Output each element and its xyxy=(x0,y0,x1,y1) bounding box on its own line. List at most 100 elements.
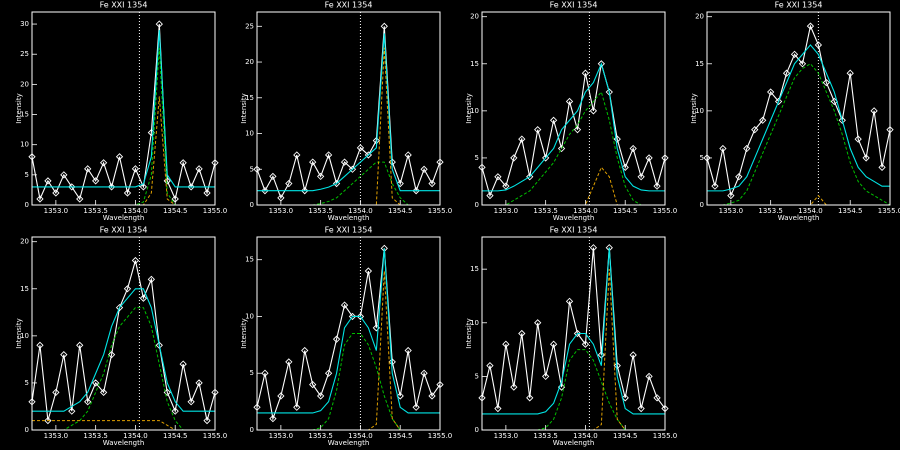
data-point xyxy=(645,154,653,162)
data-point xyxy=(404,346,412,355)
series-line xyxy=(31,260,216,421)
x-tick-label: 1354.0 xyxy=(123,432,148,440)
data-point xyxy=(285,179,293,188)
data-point xyxy=(878,163,886,171)
y-tick-label: 10 xyxy=(470,107,479,115)
x-tick-label: 1353.5 xyxy=(308,432,333,440)
data-point xyxy=(44,416,52,425)
data-point xyxy=(99,159,108,167)
data-point xyxy=(92,177,100,185)
data-point xyxy=(52,388,60,396)
series-line xyxy=(482,62,665,192)
data-point xyxy=(790,50,799,59)
data-point xyxy=(526,394,534,402)
x-tick-label: 1353.0 xyxy=(494,207,519,215)
x-tick-label: 1353.5 xyxy=(83,432,108,440)
x-tick-label: 1355.0 xyxy=(428,432,453,440)
x-axis-label: Wavelength xyxy=(553,214,595,222)
data-point xyxy=(542,154,550,162)
x-tick-label: 1355.0 xyxy=(878,207,900,215)
plot-frame xyxy=(31,236,216,431)
data-point xyxy=(123,189,132,197)
data-point xyxy=(854,135,862,143)
x-tick-label: 1354.5 xyxy=(163,432,188,440)
y-tick-label: 25 xyxy=(245,22,254,30)
chart-title: Fe XXI 1354 xyxy=(550,1,598,10)
data-point xyxy=(629,351,637,359)
data-point xyxy=(179,360,187,368)
data-point xyxy=(589,107,598,115)
x-tick-label: 1354.5 xyxy=(163,207,188,215)
data-point xyxy=(589,244,598,252)
data-point xyxy=(285,358,293,366)
data-point xyxy=(293,403,301,411)
y-tick-label: 20 xyxy=(245,58,254,66)
data-point xyxy=(68,183,76,191)
data-point xyxy=(581,69,590,77)
x-axis-label: Wavelength xyxy=(103,214,145,222)
x-tick-label: 1353.0 xyxy=(269,207,294,215)
x-tick-label: 1355.0 xyxy=(203,207,228,215)
data-point xyxy=(396,179,404,188)
data-point xyxy=(549,340,558,348)
y-axis-label: Intensity xyxy=(15,318,23,348)
data-point xyxy=(131,165,140,173)
x-tick-label: 1354.0 xyxy=(123,207,148,215)
data-point xyxy=(171,195,179,203)
data-point xyxy=(653,182,661,190)
chart-title: Fe XXI 1354 xyxy=(325,1,373,10)
data-point xyxy=(317,392,325,400)
x-tick-label: 1354.5 xyxy=(613,432,638,440)
data-point xyxy=(163,177,171,185)
y-tick-label: 15 xyxy=(245,256,254,264)
data-point xyxy=(637,404,645,413)
series-line xyxy=(481,247,666,409)
y-tick-label: 10 xyxy=(20,332,29,340)
series-line xyxy=(32,288,215,412)
data-point xyxy=(621,163,629,171)
y-tick-label: 0 xyxy=(25,426,29,434)
x-tick-label: 1354.0 xyxy=(348,207,373,215)
data-point xyxy=(277,392,285,400)
data-point xyxy=(123,285,132,293)
data-point xyxy=(653,394,661,402)
data-point xyxy=(711,182,719,190)
data-point xyxy=(203,416,211,425)
data-point xyxy=(735,173,743,181)
data-point xyxy=(36,341,44,349)
y-tick-label: 0 xyxy=(475,201,479,209)
data-point xyxy=(862,154,870,162)
series-line xyxy=(31,24,216,201)
data-point xyxy=(60,351,68,359)
y-tick-label: 15 xyxy=(20,285,29,293)
data-point xyxy=(317,172,325,181)
data-point xyxy=(84,165,92,173)
series-line xyxy=(256,248,441,421)
data-point xyxy=(76,195,84,203)
y-tick-label: 5 xyxy=(700,154,704,162)
data-point xyxy=(814,41,823,49)
y-tick-label: 5 xyxy=(25,379,29,387)
data-point xyxy=(759,116,767,124)
x-tick-label: 1353.5 xyxy=(533,207,558,215)
series-line xyxy=(32,30,215,188)
data-point xyxy=(581,340,590,348)
data-point xyxy=(621,394,629,402)
series-line xyxy=(257,33,440,192)
data-point xyxy=(84,398,92,406)
data-point xyxy=(309,380,317,389)
plot-frame xyxy=(256,11,441,206)
y-tick-label: 15 xyxy=(695,60,704,68)
x-tick-label: 1354.5 xyxy=(838,207,863,215)
series-line xyxy=(257,248,440,414)
y-tick-label: 10 xyxy=(245,130,254,138)
x-axis-label: Wavelength xyxy=(778,214,820,222)
y-tick-label: 30 xyxy=(20,20,29,28)
data-point xyxy=(107,183,116,191)
y-tick-label: 5 xyxy=(25,171,29,179)
x-tick-label: 1353.0 xyxy=(44,432,69,440)
data-point xyxy=(502,182,510,190)
data-point xyxy=(277,194,285,202)
chart-title: Fe XXI 1354 xyxy=(100,1,148,10)
